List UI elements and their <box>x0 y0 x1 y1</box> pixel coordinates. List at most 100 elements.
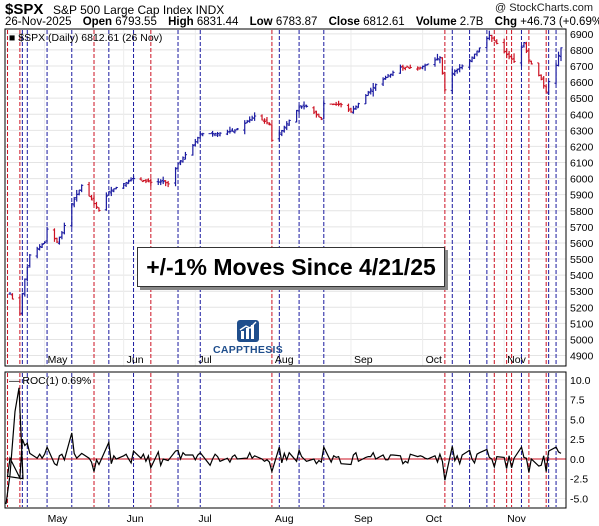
ohlc-bar <box>403 66 407 71</box>
ohlc-bar <box>230 128 234 132</box>
ohlc-bar <box>42 241 47 245</box>
ohlc-bar <box>519 45 524 67</box>
ohlc-bar <box>55 237 59 243</box>
price-tick-label: 5000 <box>570 334 594 346</box>
ohlc-bar <box>97 207 101 212</box>
ohlc-bar <box>23 278 27 297</box>
ohlc-bar <box>450 68 454 95</box>
ohlc-bar <box>537 62 541 77</box>
chart-symbol: $SPX <box>5 1 44 18</box>
ohlc-bar <box>233 129 237 134</box>
bar-chart-logo-icon <box>237 320 259 342</box>
high-value: 6831.44 <box>196 16 239 28</box>
ohlc-bar <box>60 231 64 240</box>
ohlc-bar <box>524 41 529 54</box>
low-value: 6783.87 <box>275 16 318 28</box>
ohlc-bar <box>522 42 526 48</box>
roc-line <box>5 387 562 505</box>
close-value: 6812.61 <box>363 16 405 28</box>
ohlc-bar <box>467 58 472 69</box>
ohlc-bar <box>243 120 247 135</box>
ohlc-bar <box>72 196 76 208</box>
ohlc-bar <box>512 53 516 63</box>
open-value: 6793.55 <box>115 16 157 28</box>
ohlc-bar <box>371 83 375 97</box>
ohlc-bar <box>159 179 163 186</box>
ohlc-bar <box>507 51 511 60</box>
ohlc-bar <box>70 203 74 228</box>
price-tick-label: 5100 <box>570 318 594 330</box>
ohlc-bar <box>267 122 272 126</box>
ohlc-bar <box>87 181 91 197</box>
ohlc-bar <box>477 47 482 53</box>
ohlc-bar <box>297 104 301 115</box>
roc-tick-label: 10.0 <box>570 375 591 387</box>
ohlc-bar <box>124 181 128 187</box>
ohlc-bar <box>354 105 358 111</box>
ohlc-bar <box>20 292 24 316</box>
ohlc-bar <box>156 178 160 186</box>
ohlc-bar <box>270 124 274 141</box>
volume-value: 2.7B <box>459 16 484 28</box>
ohlc-bar <box>25 266 29 282</box>
ohlc-bar <box>176 163 180 170</box>
ohlc-bar <box>453 69 457 77</box>
move-markers <box>7 30 557 507</box>
exchange-label: INDX <box>195 3 225 17</box>
roc-tick-label: -5.0 <box>570 494 588 506</box>
ohlc-bar <box>435 53 440 61</box>
ohlc-bar <box>295 109 299 123</box>
chg-value: +46.73 (+0.69%) <box>520 16 599 28</box>
ohlc-bar <box>433 57 437 67</box>
ohlc-bar <box>287 119 291 126</box>
ohlc-bar <box>458 64 462 73</box>
ohlc-bar <box>529 60 533 65</box>
price-tick-label: 6900 <box>570 29 594 41</box>
ohlc-bar <box>438 56 442 64</box>
ohlc-bar <box>166 180 170 188</box>
roc-panel <box>5 387 566 505</box>
ohlc-bar <box>139 177 143 181</box>
ohlc-bar <box>277 129 281 142</box>
ohlc-bar <box>62 222 66 235</box>
ohlc-bar <box>547 80 551 96</box>
ohlc-bar <box>149 178 153 187</box>
price-tick-label: 6700 <box>570 61 594 73</box>
roc-tick-label: 5.0 <box>570 414 585 426</box>
price-tick-label: 6300 <box>570 125 594 137</box>
ohlc-bar <box>282 125 286 133</box>
ohlc-bar <box>218 132 222 137</box>
ohlc-bar <box>285 121 289 131</box>
open-label: Open <box>82 16 113 28</box>
quote-line: 26-Nov-2025 Open 6793.55 High 6831.44 Lo… <box>5 16 599 28</box>
ohlc-bar <box>460 64 464 70</box>
ohlc-bar <box>127 179 131 185</box>
month-tick-label: Sep <box>354 513 373 525</box>
ohlc-bar <box>346 103 351 112</box>
stockcharts-watermark[interactable]: @ StockCharts.com <box>495 2 593 14</box>
price-grid <box>5 29 566 500</box>
roc-panel-frame <box>4 371 567 509</box>
volume-label: Volume <box>415 16 457 28</box>
price-bars <box>8 30 563 316</box>
price-panel-frame <box>4 28 567 367</box>
ohlc-bar <box>369 87 373 95</box>
ohlc-bar <box>349 107 353 113</box>
month-tick-label: Jul <box>198 513 211 525</box>
ohlc-bar <box>191 144 195 156</box>
close-label: Close <box>328 16 360 28</box>
month-tick-label: May <box>48 354 69 366</box>
ohlc-bar <box>253 112 257 121</box>
price-tick-label: 6200 <box>570 141 594 153</box>
month-tick-label: Jun <box>127 513 144 525</box>
month-tick-label: Sep <box>354 354 373 366</box>
price-tick-label: 5600 <box>570 238 594 250</box>
axes: 4900 5000 5100 5200 5300 5400 5500 5600 5700 5800… <box>4 28 594 525</box>
month-tick-label: Oct <box>426 354 442 366</box>
ohlc-bar <box>339 102 343 108</box>
ohlc-bar <box>314 110 318 118</box>
month-tick-label: Nov <box>507 354 526 366</box>
ohlc-bar <box>131 175 136 180</box>
ohlc-bar <box>211 130 215 137</box>
ohlc-bar <box>356 102 360 109</box>
